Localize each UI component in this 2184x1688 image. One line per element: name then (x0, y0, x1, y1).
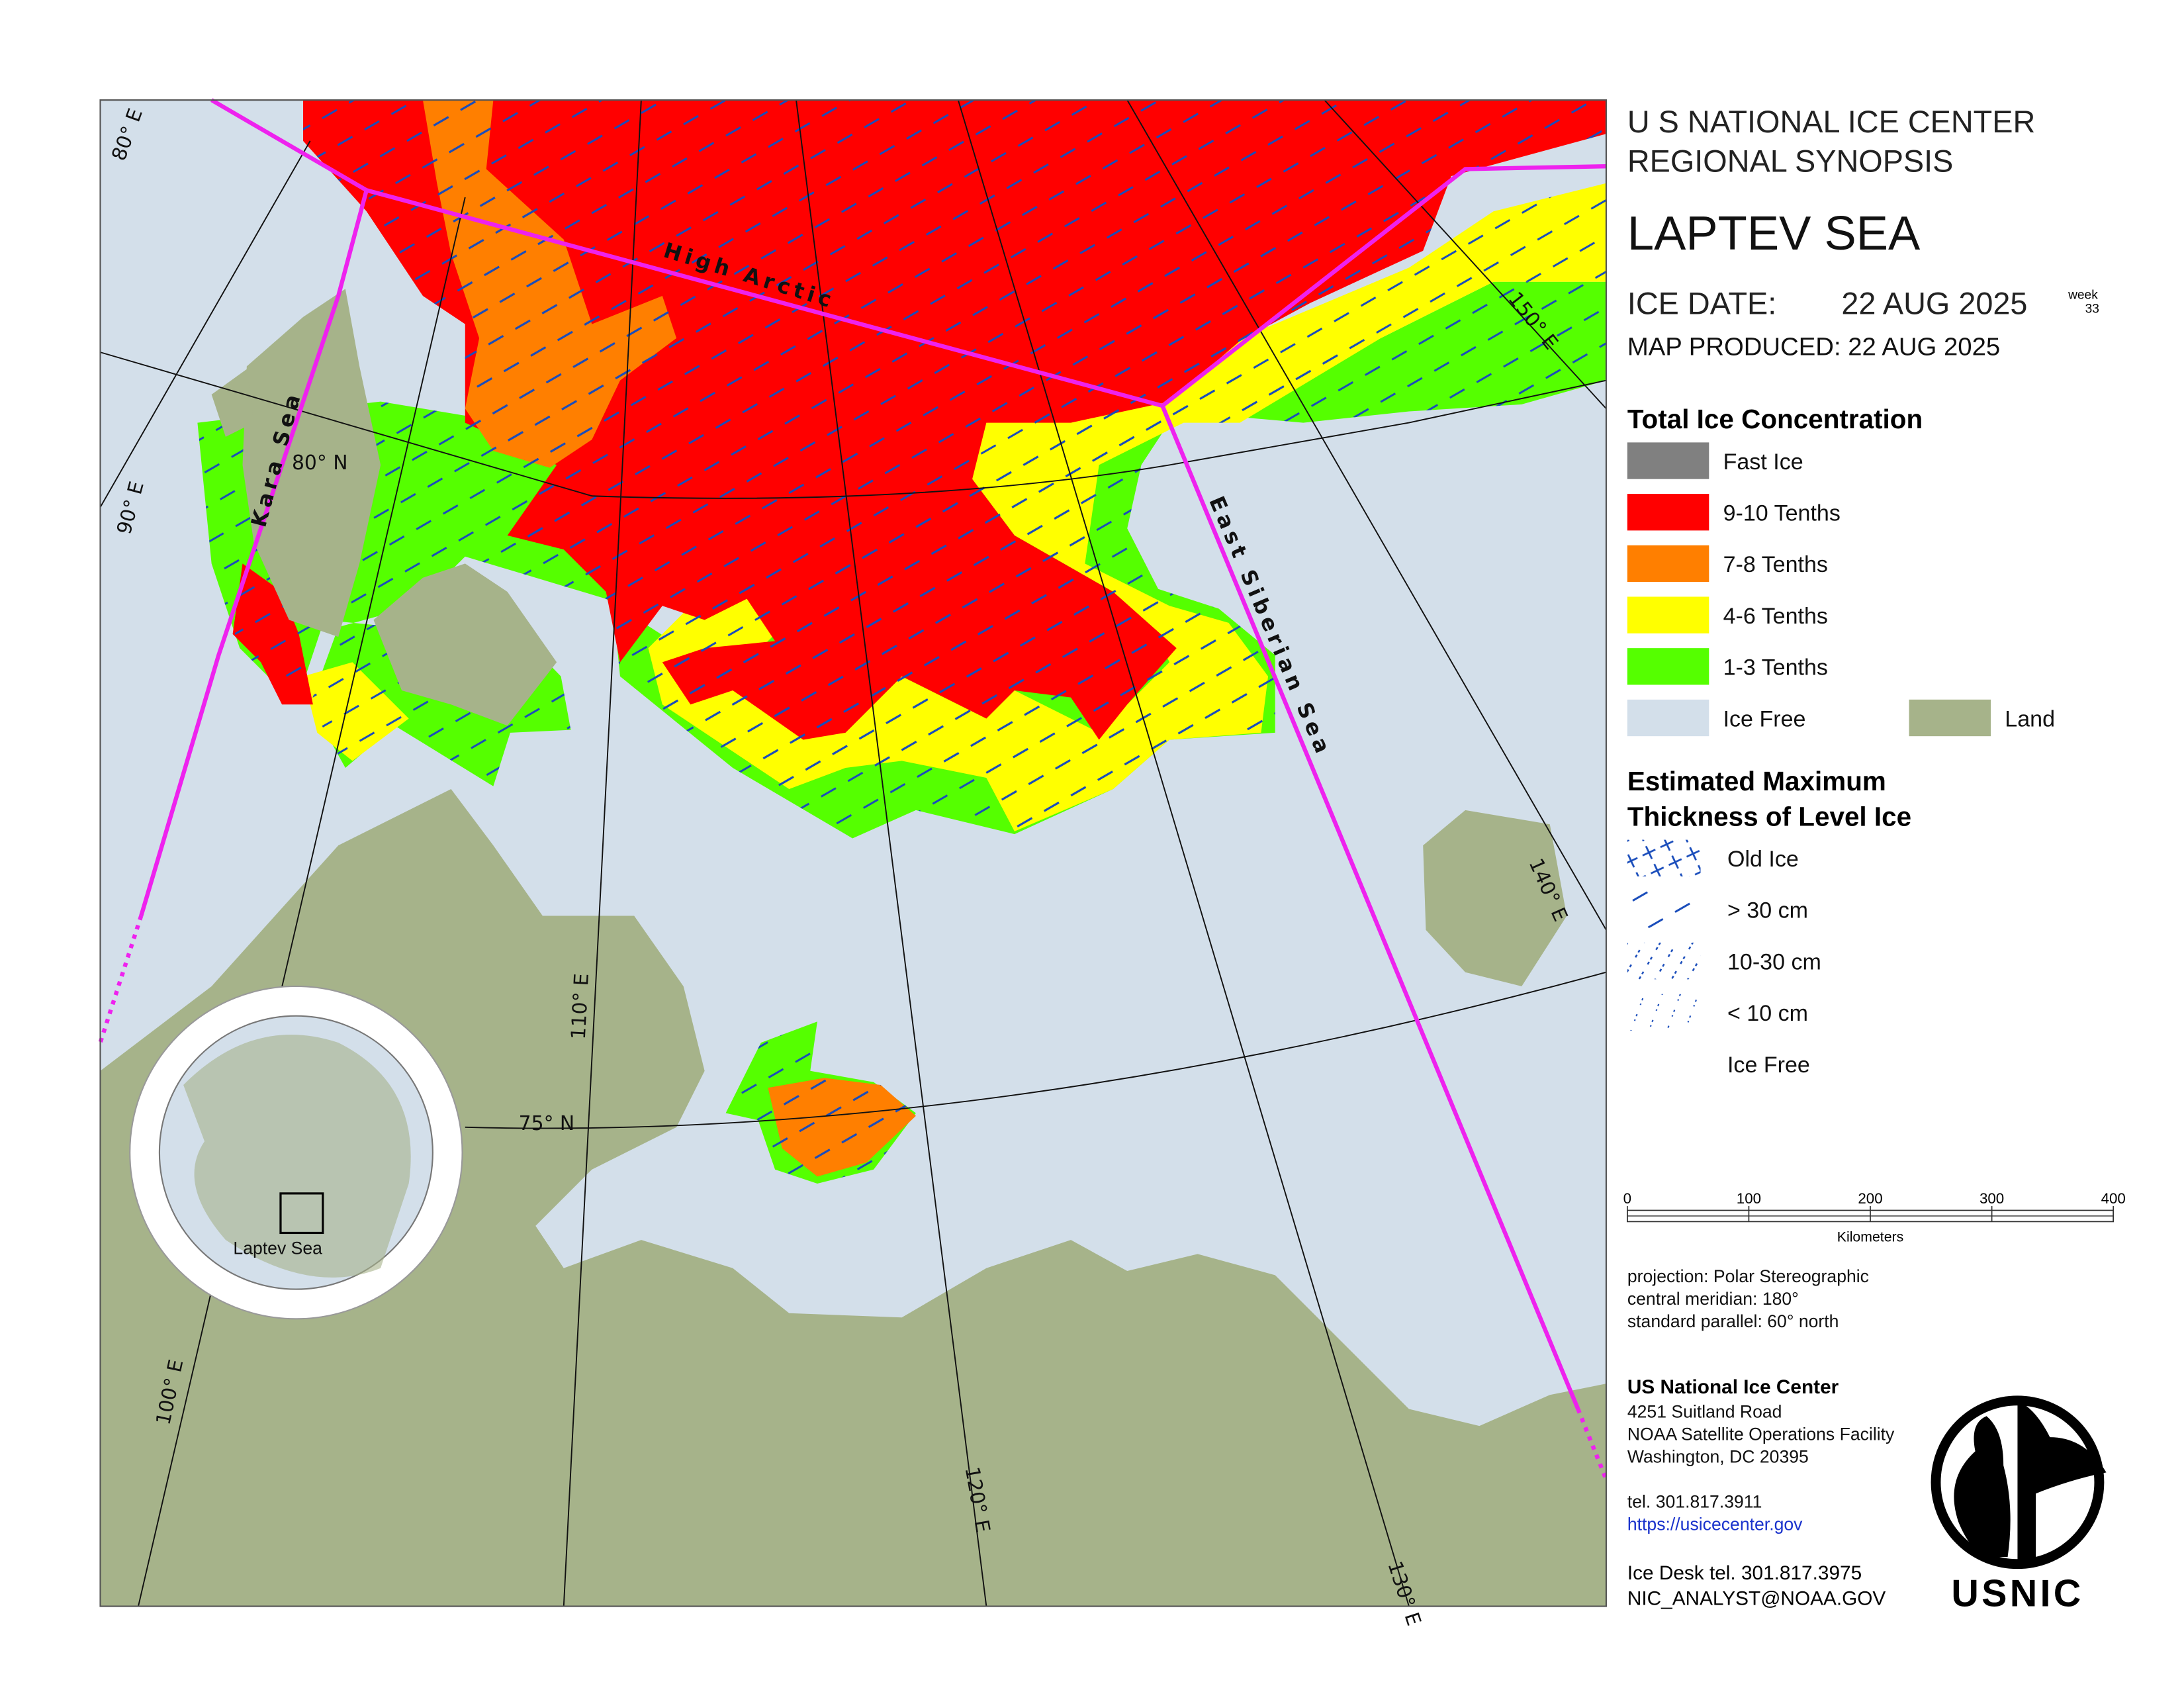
address-line: 4251 Suitland Road (1627, 1401, 1782, 1421)
legend-swatch (1627, 994, 1701, 1031)
legend-label: Ice Free (1723, 706, 1806, 731)
legend-swatch (1627, 699, 1709, 737)
product: REGIONAL SYNOPSIS (1627, 144, 1954, 179)
ice-date: 22 AUG 2025 (1841, 287, 2027, 321)
meridian (1324, 99, 1607, 409)
meridian (1126, 99, 1607, 931)
graticule (99, 99, 1607, 1607)
region-title: LAPTEV SEA (1627, 207, 1921, 260)
contact-info: US National Ice Center 4251 Suitland Roa… (1627, 1376, 1895, 1609)
boundary (98, 915, 1608, 1481)
week: 33 (2085, 303, 2099, 316)
legend-swatch (1627, 545, 1709, 583)
meridian (99, 140, 311, 508)
website-link[interactable]: https://usicecenter.gov (1627, 1515, 1803, 1534)
address-line: NOAA Satellite Operations Facility (1627, 1424, 1895, 1444)
scale-tick-label: 400 (2101, 1190, 2126, 1207)
land-mass (1423, 810, 1567, 986)
projection-line: central meridian: 180° (1627, 1289, 1799, 1309)
email: NIC_ANALYST@NOAA.GOV (1627, 1587, 1886, 1609)
meridian (957, 99, 1410, 1607)
boundary (139, 189, 369, 917)
address-line: Washington, DC 20395 (1627, 1446, 1809, 1466)
region-boundaries (98, 98, 1608, 1481)
scale-tick-label: 100 (1737, 1190, 1761, 1207)
legend-swatch (1909, 699, 1991, 737)
inset-globe: Laptev Sea (129, 985, 463, 1320)
logo-bear (2017, 1400, 2107, 1564)
inset-label: Laptev Sea (233, 1238, 322, 1258)
scale-bar: 0 100 200 300 400 Kilometers (1623, 1190, 2126, 1244)
parallel (465, 971, 1607, 1129)
legend-label: 1-3 Tenths (1723, 655, 1828, 680)
ice-date-label: ICE DATE: (1627, 287, 1776, 321)
legend-swatch (1627, 596, 1709, 633)
latitude-label: 80° N (292, 451, 348, 475)
land-mass (373, 563, 557, 726)
legend-label: Land (2005, 706, 2055, 731)
legend-label: > 30 cm (1727, 898, 1808, 923)
inset-region-box (279, 1192, 324, 1235)
legend-label: < 10 cm (1727, 1001, 1808, 1026)
legend-swatch (1627, 648, 1709, 685)
legend-swatch (1627, 494, 1709, 531)
legend-swatch (1627, 942, 1701, 980)
legend-title: Thickness of Level Ice (1627, 801, 1911, 831)
legend-label: Ice Free (1727, 1053, 1810, 1078)
legend-label: Fast Ice (1723, 449, 1803, 475)
logo: USNIC (1931, 1395, 2107, 1615)
thickness-legend: Estimated Maximum Thickness of Level Ice… (1627, 766, 1911, 1082)
land-mass (100, 788, 1606, 1607)
scale-tick-label: 300 (1979, 1190, 2004, 1207)
land-mass (242, 289, 381, 637)
longitude-label: 110° E (567, 973, 594, 1041)
boundary (1160, 404, 1580, 1410)
map-frame (99, 99, 1607, 1607)
meridian (563, 100, 642, 1607)
legend-title: Total Ice Concentration (1627, 404, 1923, 434)
scale-tick-label: 200 (1858, 1190, 1882, 1207)
legend-swatch (1627, 442, 1709, 479)
meridian (796, 100, 987, 1607)
legend-swatch (1627, 891, 1701, 928)
legend-label: 4-6 Tenths (1723, 604, 1828, 629)
latitude-label: 75° N (519, 1112, 575, 1135)
logo-penguin (1954, 1416, 2011, 1558)
concentration-legend: Total Ice Concentration Fast Ice 9-10 Ten… (1627, 404, 2055, 737)
legend-swatch (1627, 1045, 1701, 1082)
land-mass (211, 369, 254, 437)
meridian (100, 352, 1607, 499)
contact-name: US National Ice Center (1627, 1376, 1839, 1398)
header: U S NATIONAL ICE CENTER REGIONAL SYNOPSI… (1627, 105, 2099, 361)
projection-line: projection: Polar Stereographic (1627, 1266, 1869, 1286)
legend-label: 7-8 Tenths (1723, 552, 1828, 577)
telephone: tel. 301.817.3911 (1627, 1492, 1762, 1512)
meridian (138, 197, 466, 1607)
ice-desk-telephone: Ice Desk tel. 301.817.3975 (1627, 1562, 1862, 1584)
legend-swatch (1627, 839, 1701, 876)
logo-text: USNIC (1951, 1573, 2083, 1615)
projection-line: standard parallel: 60° north (1627, 1311, 1839, 1331)
map-produced: MAP PRODUCED: 22 AUG 2025 (1627, 332, 2000, 361)
legend-label: Old Ice (1727, 847, 1799, 872)
scale-tick-label: 0 (1623, 1190, 1631, 1207)
legend-title: Estimated Maximum (1627, 766, 1886, 796)
projection-info: projection: Polar Stereographic central … (1627, 1266, 1869, 1331)
land (100, 289, 1606, 1607)
legend-label: 10-30 cm (1727, 949, 1821, 974)
inset-land (183, 1034, 411, 1278)
legend-label: 9-10 Tenths (1723, 500, 1841, 526)
scale-unit: Kilometers (1837, 1229, 1903, 1244)
agency: U S NATIONAL ICE CENTER (1627, 105, 2035, 139)
week-label: week (2068, 288, 2098, 302)
